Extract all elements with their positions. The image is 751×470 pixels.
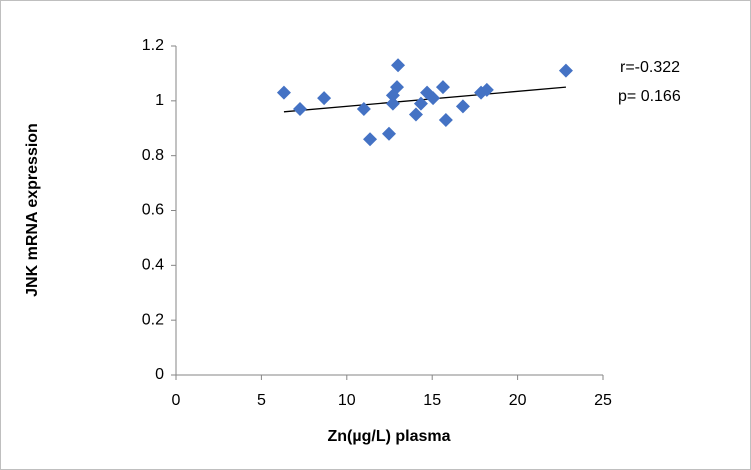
- point: [438, 113, 453, 128]
- point: [385, 96, 400, 111]
- point: [408, 107, 423, 122]
- point: [558, 63, 573, 78]
- x-tick-label: 0: [172, 392, 181, 409]
- annotation: r=-0.322: [620, 59, 680, 76]
- y-tick-label: 1: [155, 92, 164, 109]
- point: [293, 102, 308, 117]
- y-tick-label: 0.8: [142, 147, 164, 164]
- point: [363, 132, 378, 147]
- x-tick-label: 15: [423, 392, 441, 409]
- point: [426, 91, 441, 106]
- y-tick-label: 0: [155, 366, 164, 383]
- y-tick-label: 1.2: [142, 37, 164, 54]
- point: [479, 82, 494, 97]
- point: [435, 80, 450, 95]
- trendline: [283, 86, 566, 113]
- point: [391, 58, 406, 73]
- point: [413, 96, 428, 111]
- x-tick-label: 5: [257, 392, 266, 409]
- point: [276, 85, 291, 100]
- x-tick-label: 10: [338, 392, 356, 409]
- annotation: p= 0.166: [618, 88, 681, 105]
- x-tick-label: 20: [509, 392, 527, 409]
- y-tick-label: 0.4: [142, 257, 164, 274]
- x-tick-label: 25: [594, 392, 612, 409]
- point: [455, 99, 470, 114]
- y-tick-label: 0.2: [142, 311, 164, 328]
- point: [356, 102, 371, 117]
- y-tick-label: 0.6: [142, 202, 164, 219]
- y-axis-title: JNK mRNA expression: [24, 123, 41, 297]
- point: [390, 80, 405, 95]
- point: [381, 126, 396, 141]
- point: [317, 91, 332, 106]
- x-axis-title: Zn(µg/L) plasma: [328, 428, 451, 445]
